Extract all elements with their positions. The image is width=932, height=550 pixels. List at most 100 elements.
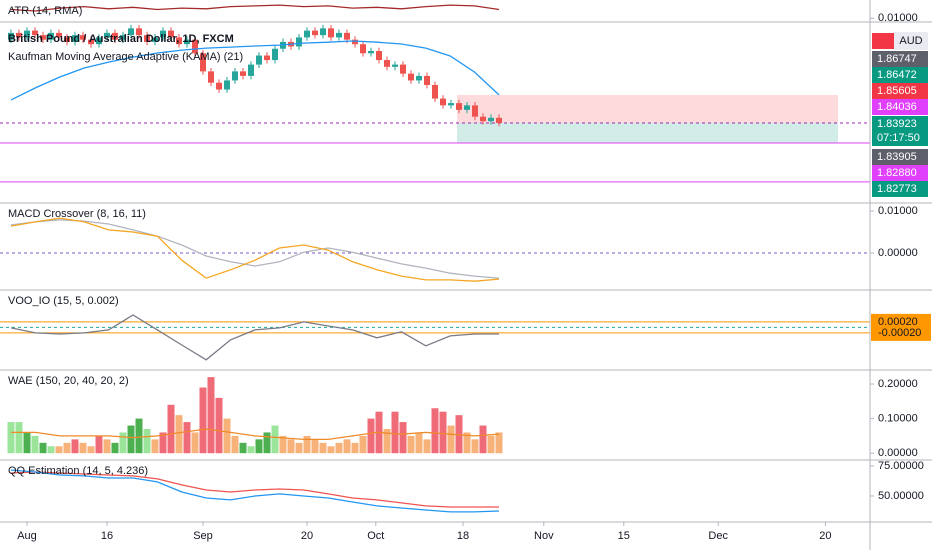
histogram-bar [327, 446, 335, 454]
histogram-bar [95, 435, 103, 454]
price-label-box [872, 67, 928, 83]
price-label: 1.83923 [877, 118, 917, 130]
candle-body [24, 30, 30, 38]
candle-body [232, 71, 238, 81]
histogram-bar [463, 432, 471, 454]
candle-body [192, 39, 198, 54]
x-tick-label: Dec [708, 530, 728, 542]
price-label-box [872, 181, 928, 197]
histogram-bar [71, 439, 79, 454]
candle-body [488, 117, 494, 122]
histogram-bar [367, 418, 375, 454]
candle-body [408, 73, 414, 81]
histogram-bar [15, 422, 23, 454]
candle-body [304, 30, 310, 38]
countdown: 07:17:50 [877, 132, 920, 144]
histogram-bar [383, 428, 391, 454]
histogram-bar [31, 435, 39, 454]
price-label: 1.84036 [877, 101, 917, 113]
histogram-bar [407, 435, 415, 454]
y-tick-label: 75.00000 [878, 460, 924, 472]
candle-body [352, 39, 358, 45]
histogram-bar [39, 442, 47, 454]
y-tick-label: 0.00020 [878, 316, 918, 328]
histogram-bar [191, 432, 199, 454]
candle-body [448, 103, 454, 106]
histogram-bar [183, 422, 191, 454]
position-loss-zone [457, 94, 838, 123]
histogram-bar [495, 432, 503, 454]
histogram-bar [215, 397, 223, 454]
pane-title: ATR (14, RMA) [8, 5, 82, 17]
histogram-bar [303, 435, 311, 454]
candle-body [360, 44, 366, 54]
indicator-line [10, 469, 500, 513]
x-tick-label: Aug [17, 530, 37, 542]
x-tick-label: 20 [301, 530, 313, 542]
position-profit-zone [457, 122, 838, 143]
candle-body [472, 105, 478, 117]
histogram-bar [47, 446, 55, 454]
candle-body [152, 37, 158, 42]
candle-body [208, 71, 214, 83]
x-tick-label: 16 [101, 530, 113, 542]
price-label: 1.86472 [877, 69, 917, 81]
candle-body [56, 32, 62, 38]
candle-body [368, 50, 374, 54]
price-label-box [872, 149, 928, 165]
currency-label: AUD [899, 35, 922, 47]
x-tick-label: Oct [367, 530, 384, 542]
histogram-bar [287, 439, 295, 454]
candle-body [432, 84, 438, 99]
candle-body [88, 39, 94, 45]
candle-body [248, 64, 254, 76]
histogram-bar [415, 432, 423, 454]
candle-body [144, 35, 150, 42]
histogram-bar [239, 442, 247, 454]
candle-body [8, 32, 14, 40]
x-tick-label: 15 [618, 530, 630, 542]
histogram-bar [439, 411, 447, 454]
price-label: 1.82880 [877, 167, 917, 179]
candle-body [496, 117, 502, 124]
candle-body [16, 32, 22, 38]
price-label-box [872, 116, 928, 146]
price-label-box [872, 51, 928, 67]
candle-body [80, 35, 86, 40]
candle-body [120, 35, 126, 40]
candle-body [40, 35, 46, 40]
histogram-bar [399, 422, 407, 454]
candle-body [160, 30, 166, 38]
histogram-bar [23, 432, 31, 454]
candle-body [224, 80, 230, 90]
candle-body [312, 30, 318, 36]
candle-body [168, 30, 174, 38]
candle-body [104, 32, 110, 38]
histogram-bar [223, 418, 231, 454]
histogram-bar [431, 408, 439, 454]
histogram-bar [343, 439, 351, 454]
y-tick-label: -0.00020 [878, 327, 921, 339]
histogram-bar [423, 439, 431, 454]
indicator-line [10, 217, 500, 282]
candle-body [256, 55, 262, 65]
histogram-bar [111, 442, 119, 454]
currency-button[interactable] [894, 32, 928, 50]
pane-title: MACD Crossover (8, 16, 11) [8, 208, 146, 220]
histogram-bar [487, 435, 495, 454]
candle-body [216, 82, 222, 90]
histogram-bar [311, 439, 319, 454]
pane-title: VOO_IO (15, 5, 0.002) [8, 295, 119, 307]
histogram-bar [207, 377, 215, 454]
histogram-bar [175, 415, 183, 454]
histogram-bar [143, 428, 151, 454]
histogram-bar [279, 435, 287, 454]
candle-body [264, 55, 270, 61]
histogram-bar [199, 387, 207, 454]
y-tick-label: 0.01000 [878, 205, 918, 217]
histogram-bar [119, 432, 127, 454]
histogram-bar [151, 439, 159, 454]
histogram-bar [479, 425, 487, 454]
histogram-bar [391, 411, 399, 454]
